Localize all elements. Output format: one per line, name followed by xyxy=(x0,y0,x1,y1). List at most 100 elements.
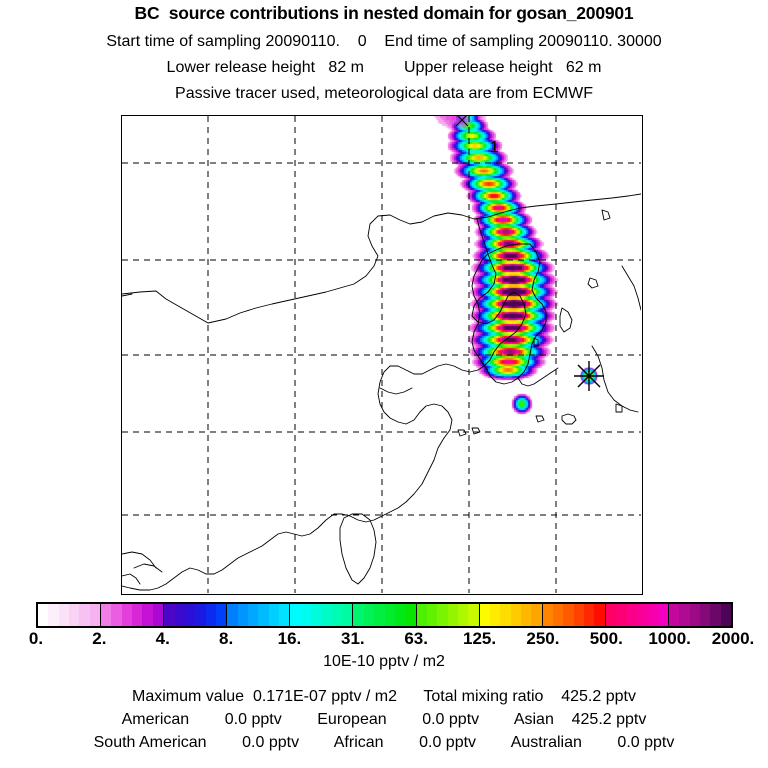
colorbar-step xyxy=(405,604,416,626)
colorbar-step xyxy=(101,604,112,626)
colorbar-step xyxy=(152,604,164,626)
colorbar-step xyxy=(38,604,49,626)
colorbar-step xyxy=(132,604,143,626)
colorbar-step xyxy=(500,604,511,626)
colorbar-step xyxy=(321,604,332,626)
tracer-info-line: Passive tracer used, meteorological data… xyxy=(175,85,593,102)
colorbar-segment-10 xyxy=(668,604,731,626)
contribution-row-2: South American 0.0 pptv African 0.0 pptv… xyxy=(93,734,675,751)
colorbar xyxy=(36,602,733,628)
colorbar-step xyxy=(468,604,479,626)
colorbar-step xyxy=(679,604,690,626)
colorbar-segment-8 xyxy=(542,604,606,626)
colorbar-step xyxy=(457,604,469,626)
colorbar-step xyxy=(521,604,532,626)
colorbar-step xyxy=(416,604,427,626)
colorbar-step xyxy=(279,604,290,626)
coastlines xyxy=(122,193,641,591)
colorbar-segment-3 xyxy=(227,604,291,626)
colorbar-step xyxy=(258,604,269,626)
plume-level-label: 1 xyxy=(490,139,499,156)
gridlines xyxy=(122,116,641,593)
colorbar-step xyxy=(447,604,458,626)
colorbar-tick: 16. xyxy=(277,629,302,648)
colorbar-segment-9 xyxy=(605,604,669,626)
colorbar-step xyxy=(510,604,522,626)
colorbar-segment-0 xyxy=(38,604,102,626)
colorbar-step xyxy=(479,604,490,626)
colorbar-step xyxy=(331,604,343,626)
colorbar-step xyxy=(394,604,406,626)
colorbar-step xyxy=(720,604,731,626)
map-plot-area: 1 xyxy=(121,115,643,595)
colorbar-tick-labels: 0. 2. 4. 8. 16. 31. 63. 125. 250. 500. 1000. 2000. xyxy=(0,629,768,651)
colorbar-step xyxy=(384,604,395,626)
colorbar-step xyxy=(69,604,80,626)
colorbar-step xyxy=(300,604,312,626)
source-cross xyxy=(455,116,469,127)
colorbar-step xyxy=(594,604,605,626)
colorbar-step xyxy=(374,604,385,626)
colorbar-step xyxy=(184,604,196,626)
colorbar-step xyxy=(215,604,227,626)
colorbar-tick: 500. xyxy=(589,629,623,648)
colorbar-step xyxy=(626,604,637,626)
colorbar-tick: 63. xyxy=(404,629,428,648)
colorbar-step xyxy=(426,604,438,626)
colorbar-step xyxy=(710,604,721,626)
colorbar-step xyxy=(79,604,90,626)
colorbar-tick: 250. xyxy=(526,629,560,648)
colorbar-step xyxy=(584,604,595,626)
colorbar-step xyxy=(636,604,648,626)
colorbar-step xyxy=(353,604,364,626)
colorbar-tick: 4. xyxy=(155,629,170,648)
colorbar-step xyxy=(142,604,153,626)
star-marker xyxy=(574,361,604,391)
colorbar-step xyxy=(268,604,279,626)
colorbar-step xyxy=(164,604,175,626)
colorbar-step xyxy=(342,604,353,626)
page-title: BC source contributions in nested domain… xyxy=(134,3,634,23)
colorbar-step xyxy=(490,604,501,626)
colorbar-step xyxy=(237,604,248,626)
release-height-line: Lower release height 82 m Upper release … xyxy=(166,59,602,76)
map-overlay xyxy=(122,116,641,593)
colorbar-step xyxy=(227,604,238,626)
colorbar-step xyxy=(668,604,680,626)
colorbar-step xyxy=(205,604,216,626)
colorbar-step xyxy=(657,604,668,626)
maximum-value-line: Maximum value 0.171E-07 pptv / m2 Total … xyxy=(132,688,636,705)
colorbar-unit-label: 10E-10 pptv / m2 xyxy=(323,653,445,670)
colorbar-step xyxy=(290,604,301,626)
colorbar-step xyxy=(699,604,711,626)
contribution-row-1: American 0.0 pptv European 0.0 pptv Asia… xyxy=(121,711,647,728)
colorbar-step xyxy=(48,604,59,626)
colorbar-step xyxy=(111,604,122,626)
colorbar-step xyxy=(195,604,206,626)
colorbar-step xyxy=(363,604,375,626)
colorbar-step xyxy=(542,604,554,626)
colorbar-step xyxy=(605,604,617,626)
colorbar-tick: 31. xyxy=(340,629,365,648)
colorbar-step xyxy=(563,604,574,626)
colorbar-segment-5 xyxy=(353,604,417,626)
colorbar-tick: 2000. xyxy=(711,629,755,648)
colorbar-step xyxy=(174,604,185,626)
colorbar-step xyxy=(573,604,585,626)
colorbar-step xyxy=(553,604,564,626)
colorbar-tick: 125. xyxy=(462,629,497,648)
colorbar-step xyxy=(311,604,322,626)
colorbar-step xyxy=(531,604,542,626)
colorbar-step xyxy=(437,604,448,626)
colorbar-tick: 2. xyxy=(92,629,107,648)
colorbar-tick: 8. xyxy=(218,629,234,648)
sampling-time-line: Start time of sampling 20090110. 0 End t… xyxy=(106,33,662,50)
colorbar-step xyxy=(616,604,627,626)
colorbar-segment-7 xyxy=(479,604,543,626)
colorbar-step xyxy=(89,604,101,626)
colorbar-segment-6 xyxy=(416,604,480,626)
colorbar-tick: 0. xyxy=(28,629,44,648)
colorbar-step xyxy=(647,604,658,626)
colorbar-segment-4 xyxy=(290,604,354,626)
